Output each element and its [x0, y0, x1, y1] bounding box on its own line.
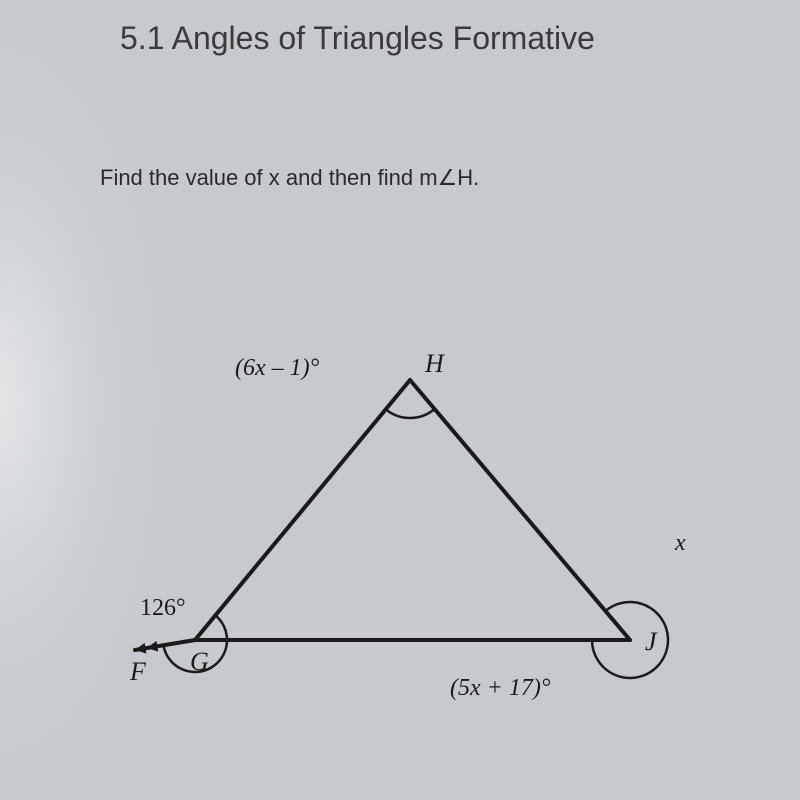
- vertex-h-label: H: [424, 349, 445, 378]
- triangle-diagram: (6x – 1)° (5x + 17)° 126° x G H J F: [100, 330, 700, 730]
- vertex-f-label: F: [129, 657, 147, 686]
- angle-arc-h: [386, 409, 435, 418]
- angle-h-label: (6x – 1)°: [235, 355, 320, 381]
- question-text: Find the value of x and then find m∠H.: [100, 165, 479, 191]
- assignment-title: 5.1 Angles of Triangles Formative: [120, 20, 595, 57]
- side-hj: [410, 380, 630, 640]
- angle-j-label: (5x + 17)°: [450, 675, 551, 701]
- vertex-g-label: G: [190, 647, 209, 676]
- exterior-angle-label: 126°: [140, 595, 186, 621]
- vertex-j-label: J: [645, 627, 658, 656]
- x-label: x: [674, 530, 686, 556]
- side-gh: [195, 380, 410, 640]
- geometry-svg: (6x – 1)° (5x + 17)° 126° x G H J F: [100, 330, 700, 730]
- worksheet-page: 5.1 Angles of Triangles Formative Find t…: [0, 0, 800, 800]
